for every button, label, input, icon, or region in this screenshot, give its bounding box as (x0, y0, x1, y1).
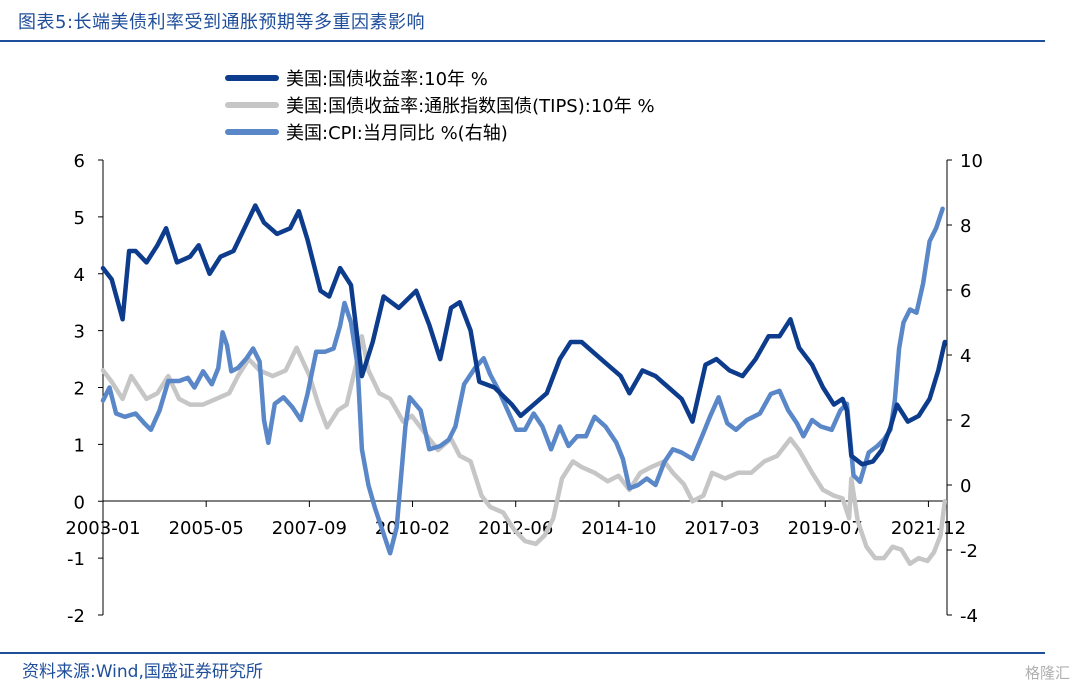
right-axis-tick-label: 4 (960, 346, 971, 367)
left-axis-tick-label: -2 (67, 606, 85, 627)
right-axis-tick-label: 2 (960, 411, 971, 432)
right-axis-tick-label: 8 (960, 216, 971, 237)
right-axis-tick-label: 6 (960, 281, 971, 302)
left-axis-tick-label: 5 (74, 208, 85, 229)
series-line-1 (100, 334, 948, 567)
chart-title: 图表5:长端美债利率受到通胀预期等多重因素影响 (18, 12, 426, 33)
x-axis-tick-label: 2003-01 (65, 518, 140, 539)
left-axis-tick-label: 3 (74, 322, 85, 343)
x-axis-tick-label: 2021-12 (891, 518, 966, 539)
top-rule (0, 40, 1045, 42)
source-note: 资料来源:Wind,国盛证券研究所 (22, 662, 263, 682)
bottom-rule (0, 652, 1045, 654)
x-axis-tick-label: 2017-03 (684, 518, 759, 539)
right-axis-tick-label: -2 (960, 541, 978, 562)
legend-label-1: 美国:国债收益率:通胀指数国债(TIPS):10年 % (286, 96, 655, 117)
left-axis-tick-label: 6 (74, 151, 85, 172)
series-line-0 (100, 203, 948, 467)
legend-label-0: 美国:国债收益率:10年 % (286, 69, 488, 90)
left-axis-tick-label: 4 (74, 265, 85, 286)
series-line-2 (100, 206, 945, 556)
x-axis-tick-label: 2019-07 (788, 518, 863, 539)
left-axis-tick-label: 1 (74, 435, 85, 456)
x-axis-tick-label: 2005-05 (169, 518, 244, 539)
x-axis-tick-label: 2014-10 (581, 518, 656, 539)
right-axis-tick-label: 0 (960, 476, 971, 497)
legend-label-2: 美国:CPI:当月同比 %(右轴) (286, 123, 508, 144)
left-axis-tick-label: 0 (74, 492, 85, 513)
left-axis-tick-label: -1 (67, 549, 85, 570)
left-axis-tick-label: 2 (74, 379, 85, 400)
x-axis-tick-label: 2007-09 (272, 518, 347, 539)
right-axis-tick-label: 10 (960, 151, 983, 172)
watermark: 格隆汇 (1024, 664, 1070, 682)
legend: 美国:国债收益率:10年 % 美国:国债收益率:通胀指数国债(TIPS):10年 … (225, 69, 655, 144)
series-layer (100, 203, 948, 567)
right-axis-tick-label: -4 (960, 606, 978, 627)
